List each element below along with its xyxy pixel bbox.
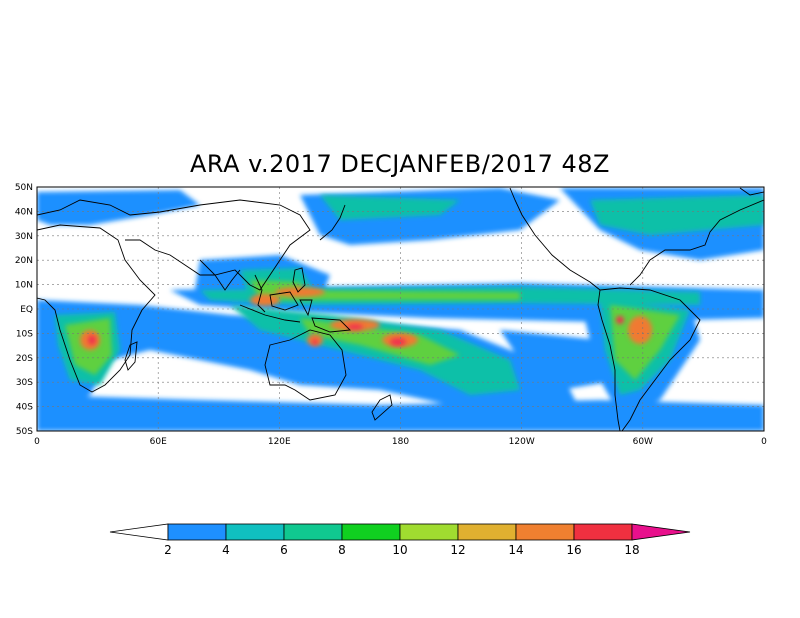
colorbar-low-arrow	[109, 523, 169, 541]
map-title: ARA v.2017 DECJANFEB/2017 48Z	[190, 150, 610, 178]
colorbar-high-arrow	[631, 523, 691, 541]
colorbar-bin	[515, 523, 575, 541]
lon-label: 60E	[150, 437, 167, 447]
lon-label: 180	[392, 437, 409, 447]
lon-label: 0	[761, 437, 767, 447]
lat-label: 20N	[15, 256, 33, 266]
colorbar-bin	[225, 523, 285, 541]
colorbar-tick-label: 16	[566, 543, 581, 557]
precip-field	[37, 188, 764, 431]
lat-label: 50N	[15, 183, 33, 193]
colorbar-bin	[573, 523, 633, 541]
colorbar-tick-label: 18	[624, 543, 639, 557]
colorbar-tick-label: 10	[392, 543, 407, 557]
colorbar-tick-label: 2	[164, 543, 172, 557]
coastlines	[37, 187, 764, 431]
colorbar-tick-label: 4	[222, 543, 230, 557]
colorbar-bin	[341, 523, 401, 541]
grid-lines	[37, 187, 764, 431]
colorbar-tick-label: 6	[280, 543, 288, 557]
colorbar-tick-label: 8	[338, 543, 346, 557]
lon-label: 0	[34, 437, 40, 447]
lat-label: 40N	[15, 207, 33, 217]
lat-label: EQ	[20, 305, 33, 315]
colorbar-bin	[399, 523, 459, 541]
colorbar-tick-label: 12	[450, 543, 465, 557]
lat-label: 30S	[16, 378, 33, 388]
lat-label: 40S	[16, 403, 33, 413]
lon-label: 60W	[633, 437, 653, 447]
lon-axis: 0 60E 120E 180 120W 60W 0	[34, 437, 767, 447]
plot-frame	[36, 186, 765, 432]
colorbar-bin	[457, 523, 517, 541]
colorbar: 2 4 6 8 10 12 14 16 18	[109, 523, 691, 557]
lon-label: 120E	[268, 437, 291, 447]
colorbar-tick-label: 14	[508, 543, 523, 557]
lat-label: 20S	[16, 354, 33, 364]
colorbar-bin	[283, 523, 343, 541]
colorbar-bin	[167, 523, 227, 541]
lon-label: 120W	[509, 437, 535, 447]
lat-label: 50S	[16, 427, 33, 437]
lat-label: 10N	[15, 281, 33, 291]
lat-label: 10S	[16, 329, 33, 339]
lat-label: 30N	[15, 232, 33, 242]
lat-axis: 50N 40N 30N 20N 10N EQ 10S 20S 30S 40S 5…	[15, 183, 33, 437]
